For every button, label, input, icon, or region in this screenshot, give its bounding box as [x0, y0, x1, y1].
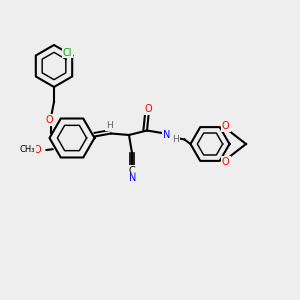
Text: Cl: Cl: [63, 47, 72, 58]
Text: H: H: [172, 135, 179, 144]
Text: CH₃: CH₃: [19, 146, 35, 154]
Text: N: N: [163, 130, 170, 140]
Text: H: H: [106, 121, 113, 130]
Text: N: N: [129, 173, 136, 184]
Text: C: C: [129, 166, 135, 176]
Text: O: O: [46, 115, 53, 125]
Text: O: O: [222, 121, 230, 130]
Text: O: O: [222, 158, 230, 167]
Text: O: O: [145, 104, 152, 115]
Text: O: O: [34, 145, 41, 155]
